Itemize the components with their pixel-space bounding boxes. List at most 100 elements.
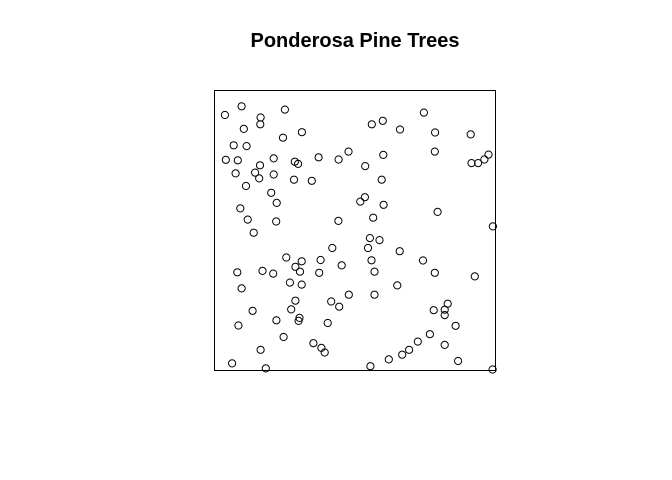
- data-point: [261, 364, 270, 373]
- chart-title: Ponderosa Pine Trees: [251, 30, 460, 52]
- data-point: [282, 253, 291, 262]
- data-point: [451, 321, 460, 330]
- data-point: [466, 130, 475, 139]
- data-point: [419, 108, 428, 117]
- data-point: [335, 302, 344, 311]
- data-point: [272, 316, 281, 325]
- data-point: [344, 290, 353, 299]
- data-point: [488, 222, 497, 231]
- data-point: [307, 176, 316, 185]
- data-point: [474, 159, 483, 168]
- data-point: [367, 120, 376, 129]
- data-point: [367, 256, 376, 265]
- data-point: [221, 155, 230, 164]
- data-point: [430, 268, 439, 277]
- data-point: [290, 157, 299, 166]
- data-point: [228, 359, 237, 368]
- data-point: [297, 257, 306, 266]
- data-point: [256, 345, 265, 354]
- data-point: [360, 193, 369, 202]
- data-point: [484, 150, 493, 159]
- data-point: [440, 340, 449, 349]
- data-point: [295, 267, 305, 276]
- data-point: [280, 105, 289, 114]
- data-point: [237, 102, 246, 111]
- data-point: [328, 243, 337, 253]
- data-point: [430, 147, 439, 156]
- data-point: [369, 213, 378, 222]
- data-point: [405, 345, 414, 354]
- data-point: [344, 147, 353, 156]
- data-point: [229, 141, 238, 150]
- data-point: [431, 128, 440, 137]
- data-point: [236, 204, 245, 213]
- data-point: [220, 110, 229, 120]
- data-point: [375, 236, 384, 245]
- data-point: [454, 356, 463, 366]
- data-point: [234, 321, 243, 330]
- data-point: [241, 181, 251, 191]
- data-point: [443, 299, 452, 308]
- data-point: [279, 332, 288, 342]
- data-point: [425, 330, 434, 339]
- data-point: [361, 162, 370, 171]
- data-point: [334, 155, 343, 164]
- data-point: [289, 175, 299, 184]
- data-point: [291, 262, 300, 271]
- data-point: [334, 216, 343, 225]
- data-point: [256, 120, 265, 129]
- data-point: [429, 306, 438, 315]
- data-point: [393, 281, 402, 290]
- data-point: [285, 278, 294, 287]
- data-point: [327, 297, 336, 306]
- data-point: [366, 362, 375, 371]
- data-point: [255, 161, 265, 170]
- data-point: [365, 234, 374, 243]
- data-point: [488, 365, 497, 374]
- data-point: [315, 268, 324, 277]
- data-point: [480, 155, 489, 164]
- points-layer: [220, 102, 497, 374]
- data-point: [269, 269, 278, 278]
- data-point: [379, 200, 388, 209]
- data-point: [295, 313, 304, 322]
- data-point: [278, 133, 288, 142]
- data-point: [242, 142, 251, 151]
- data-point: [255, 174, 264, 183]
- data-point: [249, 228, 258, 237]
- data-point: [470, 272, 479, 281]
- data-point: [378, 116, 387, 125]
- data-point: [413, 337, 422, 346]
- data-point: [251, 168, 260, 177]
- data-point: [433, 207, 442, 216]
- data-point: [258, 266, 267, 275]
- data-point: [316, 255, 325, 265]
- data-point: [269, 170, 278, 179]
- data-point: [418, 256, 428, 265]
- data-point: [291, 296, 300, 305]
- data-point: [237, 284, 246, 293]
- data-point: [297, 280, 306, 289]
- data-point: [314, 153, 323, 162]
- data-point: [370, 267, 379, 276]
- data-point: [297, 128, 306, 137]
- data-point: [377, 175, 386, 184]
- data-point: [395, 247, 404, 256]
- data-point: [370, 290, 379, 299]
- data-point: [287, 305, 296, 314]
- data-point: [272, 217, 281, 226]
- data-point: [269, 154, 278, 163]
- data-point: [309, 339, 318, 348]
- data-point: [256, 113, 265, 122]
- data-point: [320, 348, 329, 357]
- data-point: [272, 198, 281, 207]
- data-point: [243, 215, 252, 224]
- data-point: [440, 311, 449, 320]
- data-point: [231, 169, 240, 178]
- data-point: [356, 197, 365, 206]
- data-point: [233, 156, 242, 165]
- data-point: [233, 268, 242, 277]
- data-point: [363, 243, 373, 253]
- data-point: [384, 355, 393, 364]
